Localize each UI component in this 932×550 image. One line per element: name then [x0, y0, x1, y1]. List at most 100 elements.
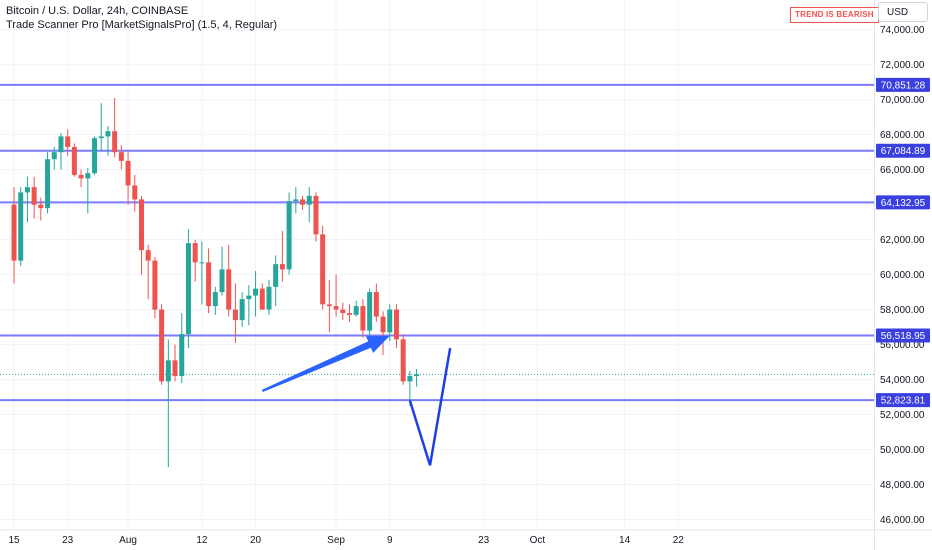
y-tick-label: 68,000.00 [880, 130, 925, 141]
candle-up [58, 136, 64, 153]
level-label-bg [876, 328, 930, 343]
symbol-title[interactable]: Bitcoin / U.S. Dollar, 24h, COINBASE [6, 5, 189, 17]
candle-down [138, 199, 144, 251]
y-tick-label: 60,000.00 [880, 270, 925, 281]
candle-down [125, 160, 131, 186]
time-axis: 15 23 Aug 12 20 Sep 9 23 Oct 14 22 [0, 529, 932, 546]
candle-up [199, 262, 205, 264]
candle-up [266, 286, 272, 310]
candle-up [353, 306, 359, 315]
candle-down [347, 313, 352, 315]
candle-down [78, 174, 84, 179]
y-tick-label: 56,000.00 [880, 340, 925, 351]
candle-down [145, 250, 151, 261]
candle-down [393, 309, 399, 340]
candle-down [71, 146, 77, 175]
x-tick-label: 23 [478, 535, 490, 546]
candle-up [18, 192, 24, 261]
level-label: 64,132.95 [881, 198, 926, 209]
y-tick-label: 50,000.00 [880, 445, 925, 456]
level-label: 70,851.28 [881, 80, 926, 91]
trend-status-badge: TREND IS BEARISH [790, 7, 879, 23]
candle-up [253, 288, 259, 296]
candle-up [407, 376, 413, 382]
indicator-legend[interactable]: Trade Scanner Pro [MarketSignalsPro] (1.… [6, 19, 278, 31]
candle-up [185, 243, 191, 335]
checkmark-drawing [408, 347, 452, 466]
x-tick-label: 20 [250, 535, 262, 546]
currency-button[interactable]: USD [878, 2, 928, 22]
candle-up [293, 199, 299, 202]
candle-down [112, 131, 118, 153]
candle-up [45, 159, 51, 209]
chart-header: Bitcoin / U.S. Dollar, 24h, COINBASE Tra… [6, 4, 277, 32]
y-tick-label: 58,000.00 [880, 305, 925, 316]
y-tick-label: 54,000.00 [880, 375, 925, 386]
candle-down [320, 234, 326, 305]
candle-down [31, 187, 37, 205]
candle-up [179, 334, 185, 377]
candle-up [105, 131, 111, 137]
candle-down [226, 269, 232, 310]
levels-layer [0, 83, 874, 402]
candle-up [273, 264, 279, 287]
candle-up [98, 136, 104, 139]
drawings-layer [261, 335, 452, 466]
y-tick-label: 48,000.00 [880, 480, 925, 491]
y-tick-label: 52,000.00 [880, 410, 925, 421]
candle-down [152, 260, 158, 310]
y-tick-label: 46,000.00 [880, 515, 925, 526]
x-tick-label: Sep [327, 535, 345, 546]
candle-down [206, 262, 212, 307]
candle-down [172, 360, 178, 377]
level-label-bg [876, 77, 930, 92]
candle-down [65, 136, 71, 147]
candle-down [300, 199, 306, 205]
level-label: 56,518.95 [881, 331, 926, 342]
candle-up [219, 269, 225, 293]
candle-down [192, 243, 198, 263]
candle-up [85, 173, 91, 179]
candle-down [38, 204, 44, 209]
candle-up [165, 360, 171, 382]
candle-down [159, 309, 165, 382]
candle-down [132, 185, 138, 200]
candle-down [340, 309, 346, 314]
candle-down [326, 304, 332, 307]
candle-up [286, 201, 292, 270]
candle-down [400, 339, 406, 382]
price-axis: 46,000.00 48,000.00 50,000.00 52,000.00 54,0… [880, 25, 925, 526]
y-tick-label: 62,000.00 [880, 235, 925, 246]
price-axis-border [874, 0, 875, 550]
candle-up [367, 292, 373, 331]
candle-down [380, 316, 386, 333]
candle-up [51, 152, 57, 160]
level-label-bg [876, 393, 930, 408]
level-label: 67,084.89 [881, 146, 926, 157]
x-tick-label: 22 [673, 535, 685, 546]
candle-up [387, 309, 393, 333]
x-tick-label: Aug [119, 535, 137, 546]
candle-down [313, 195, 319, 235]
candle-up [212, 292, 218, 307]
x-tick-label: 12 [196, 535, 208, 546]
level-labels-layer: 70,851.28 67,084.89 64,132.95 56,518.95 52,8… [876, 77, 930, 408]
candle-up [92, 138, 98, 174]
candle-up [414, 374, 420, 377]
x-tick-label: Oct [530, 535, 546, 546]
candle-down [333, 306, 339, 310]
candle-up [239, 299, 245, 321]
y-tick-label: 74,000.00 [880, 25, 925, 36]
candle-up [306, 195, 312, 205]
level-label: 52,823.81 [881, 396, 926, 407]
candle-up [246, 295, 252, 300]
candle-down [279, 264, 285, 270]
x-tick-label: 23 [62, 535, 74, 546]
candle-down [118, 152, 124, 161]
candle-down [11, 204, 17, 261]
level-label-bg [876, 195, 930, 210]
x-tick-label: 15 [8, 535, 20, 546]
y-tick-label: 72,000.00 [880, 60, 925, 71]
level-label-bg [876, 143, 930, 158]
